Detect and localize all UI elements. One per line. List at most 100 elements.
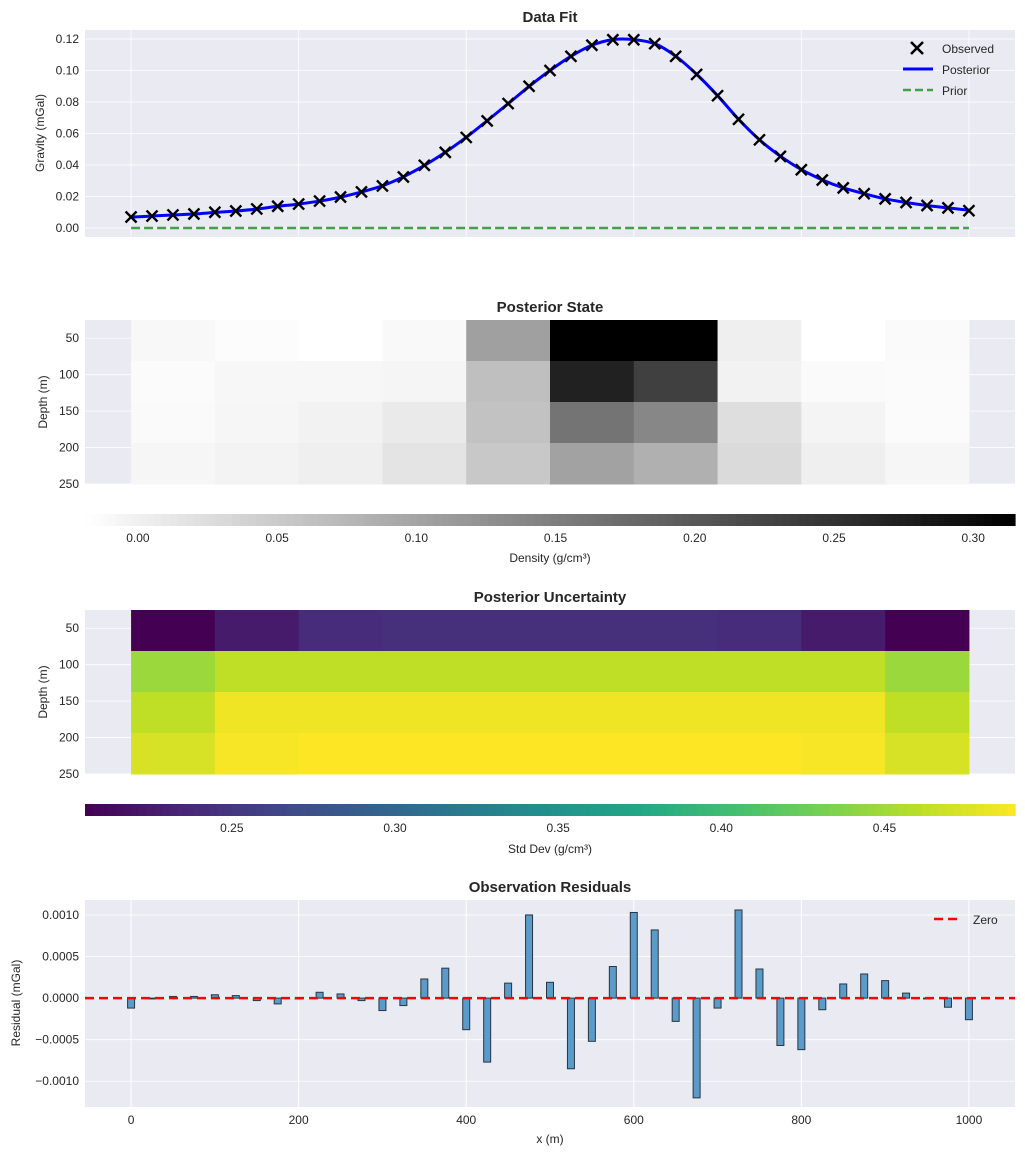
residuals-y-ticks: −0.0010 −0.0005 0.0000 0.0005 0.0010	[35, 908, 79, 1088]
posterior-uncertainty-colorbar-segment	[371, 804, 381, 816]
posterior-uncertainty-colorbar-segment	[984, 804, 993, 816]
residual-bar	[127, 997, 136, 1009]
data-fit-title: Data Fit	[522, 9, 577, 26]
posterior-state-colorbar-segment	[116, 514, 125, 526]
posterior-state-colorbar-segment	[278, 514, 288, 526]
std-dev-colorbar-ticks: 0.25 0.30 0.35 0.40 0.45	[220, 821, 896, 835]
posterior-uncertainty-colorbar-segment	[891, 804, 900, 816]
posterior-uncertainty-cell	[298, 610, 383, 652]
posterior-uncertainty-cell	[466, 733, 551, 775]
posterior-uncertainty-colorbar-segment	[550, 804, 559, 816]
posterior-state-colorbar-segment	[410, 514, 419, 526]
residuals-x-tick-label: 0	[128, 1113, 135, 1127]
residual-bar	[734, 909, 743, 999]
posterior-state-colorbar-segment	[860, 514, 869, 526]
data-fit-y-tick-label: 0.02	[56, 190, 80, 204]
observed-marker-stroke	[501, 97, 515, 110]
posterior-uncertainty-colorbar-segment	[116, 804, 125, 816]
posterior-uncertainty-colorbar-segment	[728, 804, 737, 816]
posterior-state-y-tick-label: 150	[59, 404, 79, 418]
posterior-state-colorbar-segment	[844, 514, 853, 526]
posterior-state-colorbar-segment	[875, 514, 884, 526]
std-dev-colorbar	[85, 804, 1016, 816]
posterior-state-y-ticks: 50 100 150 200 250	[59, 331, 79, 491]
posterior-state-colorbar-segment	[286, 514, 295, 526]
posterior-uncertainty-colorbar-segment	[720, 804, 729, 816]
posterior-state-colorbar-segment	[557, 514, 567, 526]
residuals-plot-area	[85, 900, 1015, 1107]
posterior-state-colorbar-segment	[666, 514, 675, 526]
observed-marker-stroke	[124, 210, 138, 224]
posterior-state-colorbar-segment	[976, 514, 985, 526]
legend-posterior-label: Posterior	[942, 63, 990, 77]
posterior-uncertainty-colorbar-segment	[162, 804, 171, 816]
posterior-uncertainty-colorbar-segment	[743, 804, 753, 816]
posterior-uncertainty-colorbar-segment	[333, 804, 342, 816]
posterior-uncertainty-colorbar-segment	[123, 804, 133, 816]
posterior-uncertainty-colorbar-segment	[224, 804, 233, 816]
observed-point	[438, 146, 452, 159]
legend-zero-label: Zero	[973, 913, 998, 927]
posterior-state-colorbar-segment	[937, 514, 946, 526]
posterior-state-cell	[214, 402, 300, 444]
posterior-state-title: Posterior State	[497, 299, 604, 316]
posterior-uncertainty-colorbar-segment	[813, 804, 822, 816]
residuals-x-tick-label: 400	[456, 1113, 476, 1127]
observed-marker-stroke	[962, 204, 976, 218]
posterior-uncertainty-colorbar-segment	[271, 804, 280, 816]
posterior-state-cell	[466, 402, 551, 444]
data-fit-y-label: Gravity (mGal)	[33, 94, 47, 172]
posterior-state-colorbar-segment	[503, 514, 512, 526]
posterior-state-cell	[885, 443, 970, 485]
posterior-state-colorbar-segment	[968, 514, 977, 526]
residuals-panel: −0.0010 −0.0005 0.0000 0.0005 0.0010 0 200 400…	[9, 879, 1015, 1146]
posterior-uncertainty-colorbar-segment	[844, 804, 853, 816]
posterior-state-colorbar-segment	[92, 514, 102, 526]
posterior-uncertainty-colorbar-segment	[488, 804, 497, 816]
observed-marker-stroke	[857, 187, 871, 201]
posterior-uncertainty-cell	[550, 651, 635, 693]
posterior-uncertainty-colorbar-segment	[929, 804, 939, 816]
residual-bar	[587, 997, 596, 1042]
posterior-state-colorbar-segment	[782, 514, 791, 526]
observed-point	[313, 194, 326, 208]
posterior-uncertainty-colorbar-segment	[883, 804, 892, 816]
posterior-uncertainty-colorbar-segment	[782, 804, 791, 816]
posterior-uncertainty-cell	[214, 610, 300, 652]
posterior-uncertainty-colorbar-segment	[441, 804, 450, 816]
posterior-state-colorbar-segment	[829, 514, 838, 526]
posterior-state-cell	[885, 402, 970, 444]
posterior-uncertainty-colorbar-segment	[131, 804, 140, 816]
posterior-uncertainty-colorbar-segment	[573, 804, 582, 816]
posterior-state-colorbar-segment	[232, 514, 241, 526]
posterior-uncertainty-cell	[131, 733, 216, 775]
data-fit-y-tick-label: 0.04	[56, 158, 80, 172]
posterior-uncertainty-colorbar-segment	[193, 804, 202, 816]
posterior-uncertainty-cell	[550, 733, 635, 775]
posterior-state-cell	[466, 361, 551, 403]
posterior-uncertainty-colorbar-segment	[232, 804, 241, 816]
residual-bar	[902, 992, 911, 999]
posterior-uncertainty-cell	[214, 692, 300, 734]
posterior-uncertainty-colorbar-segment	[185, 804, 195, 816]
posterior-state-colorbar-segment	[914, 514, 923, 526]
posterior-uncertainty-colorbar-segment	[263, 804, 272, 816]
residual-bar	[378, 997, 387, 1012]
posterior-state-cell	[801, 443, 886, 485]
observed-marker-stroke	[606, 33, 620, 47]
posterior-state-colorbar-segment	[1007, 514, 1016, 526]
posterior-state-cell	[382, 361, 467, 403]
posterior-uncertainty-colorbar-segment	[852, 804, 861, 816]
observed-marker-stroke	[899, 196, 913, 209]
posterior-state-colorbar-segment	[790, 514, 799, 526]
observed-marker-stroke	[774, 149, 787, 163]
residual-bar	[420, 978, 429, 999]
posterior-uncertainty-colorbar-segment	[302, 804, 311, 816]
posterior-state-cell	[131, 361, 216, 403]
residual-bar	[504, 982, 513, 999]
posterior-state-colorbar-segment	[185, 514, 195, 526]
posterior-state-cell	[633, 320, 719, 362]
observed-marker-stroke	[292, 197, 305, 211]
posterior-uncertainty-y-tick-label: 250	[59, 767, 79, 781]
